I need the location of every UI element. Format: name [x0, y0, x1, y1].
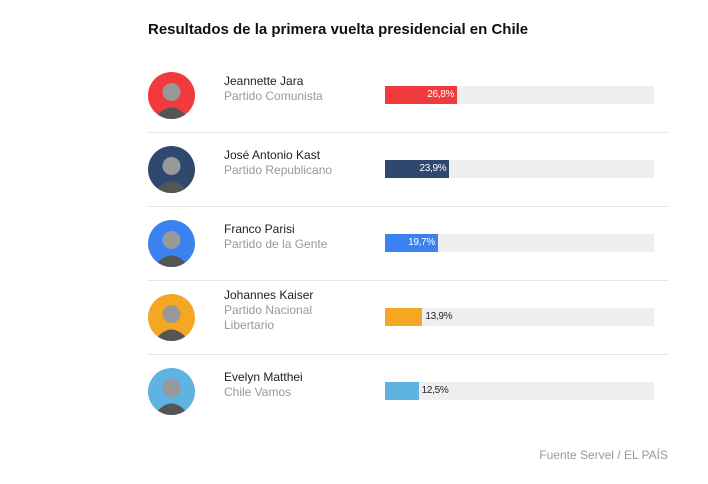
- candidate-name: Jeannette Jara: [224, 74, 304, 88]
- candidate-party: Partido de la Gente: [224, 237, 328, 251]
- bar: [385, 234, 438, 252]
- row-divider: [148, 280, 668, 281]
- bar-track: 12,5%: [385, 382, 654, 400]
- bar: [385, 160, 450, 178]
- row-divider: [148, 206, 668, 207]
- candidate-party: Partido Republicano: [224, 163, 333, 177]
- bar-value-label: 23,9%: [419, 163, 447, 174]
- bar-value-label: 13,9%: [425, 311, 453, 322]
- row-divider: [148, 132, 668, 133]
- row-divider: [148, 354, 668, 355]
- candidate-row: Evelyn Matthei Chile Vamos 12,5%: [148, 354, 668, 428]
- candidate-row: José Antonio Kast Partido Republicano 23,9…: [148, 132, 668, 206]
- bar-value-label: 19,7%: [408, 237, 435, 248]
- candidate-name: Evelyn Matthei: [224, 370, 303, 384]
- bar-track: 26,8%: [385, 86, 654, 104]
- candidate-party: Chile Vamos: [224, 385, 292, 399]
- chart-title: Resultados de la primera vuelta presiden…: [148, 21, 529, 38]
- candidate-avatar: [148, 294, 195, 341]
- candidate-party: Partido Nacional Libertario: [224, 303, 313, 332]
- candidate-avatar: [148, 220, 195, 267]
- bar-value-label: 12,5%: [421, 385, 449, 396]
- bar: [385, 382, 419, 400]
- candidate-avatar: [148, 368, 195, 415]
- bar-value-label: 26,8%: [427, 89, 455, 100]
- candidate-avatar: [148, 146, 195, 193]
- candidate-row: Johannes Kaiser Partido Nacional Libertar…: [148, 280, 668, 354]
- bar: [385, 86, 458, 104]
- candidate-avatar: [148, 72, 195, 119]
- candidate-name: José Antonio Kast: [224, 148, 321, 162]
- candidate-name: Johannes Kaiser: [224, 288, 314, 302]
- candidate-row: Franco Parisi Partido de la Gente 19,7%: [148, 206, 668, 280]
- source-note: Fuente Servel / EL PAÍS: [539, 448, 668, 462]
- candidate-name: Franco Parisi: [224, 222, 295, 236]
- bar: [385, 308, 423, 326]
- bar-track: 19,7%: [385, 234, 654, 252]
- candidate-row: Jeannette Jara Partido Comunista 26,8%: [148, 58, 668, 132]
- bar-track: 13,9%: [385, 308, 654, 326]
- bar-track: 23,9%: [385, 160, 654, 178]
- candidate-party: Partido Comunista: [224, 89, 323, 103]
